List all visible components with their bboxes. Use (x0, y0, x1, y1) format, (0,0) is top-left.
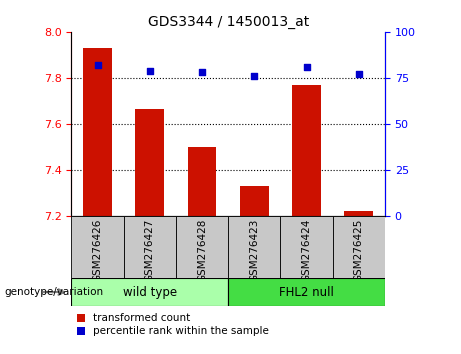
Bar (136, 109, 164, 216)
Bar (71, 216, 124, 278)
Bar (280, 216, 333, 278)
Bar (228, 216, 280, 278)
Bar (83, 48, 112, 216)
Bar (292, 85, 321, 216)
Point (251, 73, 258, 79)
Text: wild type: wild type (123, 286, 177, 298)
Bar (333, 216, 385, 278)
Bar (124, 216, 176, 278)
Point (146, 68, 154, 73)
Point (355, 72, 362, 77)
Bar (176, 216, 228, 278)
Text: GSM276423: GSM276423 (249, 218, 260, 282)
Bar (228, 278, 385, 306)
Text: GSM276426: GSM276426 (93, 218, 103, 282)
Text: GSM276428: GSM276428 (197, 218, 207, 282)
Bar (71, 278, 228, 306)
Text: genotype/variation: genotype/variation (5, 287, 104, 297)
Legend: transformed count, percentile rank within the sample: transformed count, percentile rank withi… (77, 313, 269, 336)
Text: GSM276425: GSM276425 (354, 218, 364, 282)
Point (198, 69, 206, 75)
Title: GDS3344 / 1450013_at: GDS3344 / 1450013_at (148, 16, 309, 29)
Bar (188, 147, 216, 216)
Text: GSM276424: GSM276424 (301, 218, 312, 282)
Bar (240, 186, 269, 216)
Bar (344, 211, 373, 216)
Point (94, 62, 101, 68)
Text: FHL2 null: FHL2 null (279, 286, 334, 298)
Text: GSM276427: GSM276427 (145, 218, 155, 282)
Point (303, 64, 310, 70)
